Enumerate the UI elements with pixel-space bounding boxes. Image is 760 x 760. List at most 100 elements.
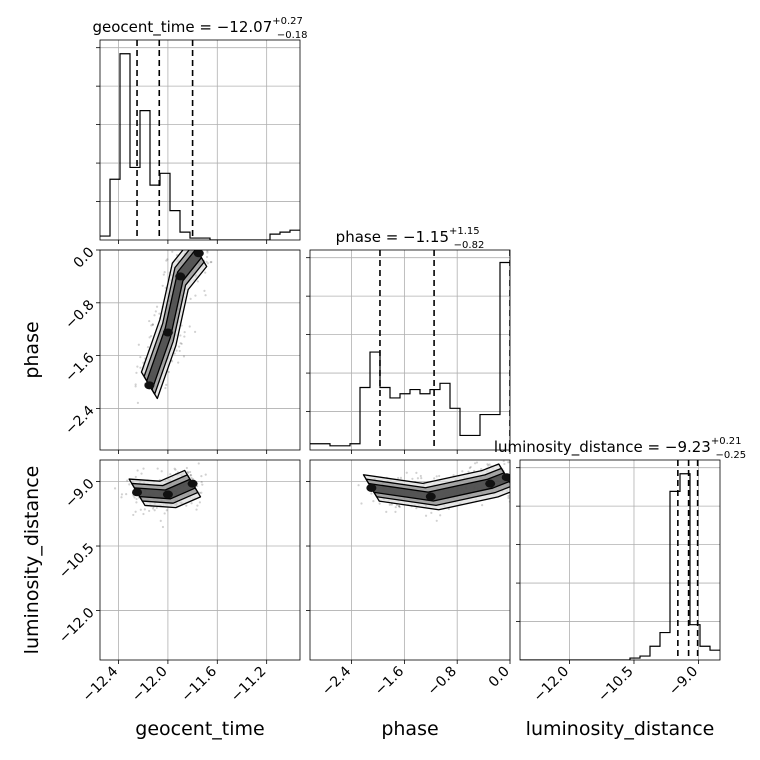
scatter-point [205,255,209,259]
x-tick-label: −2.4 [319,663,354,698]
scatter-point [161,525,165,529]
scatter-point [175,349,178,352]
scatter-point [193,330,197,333]
scatter-point [507,496,510,499]
scatter-point [173,352,176,355]
scatter-point [372,499,375,503]
scatter-point [204,271,207,274]
scatter-point [178,349,181,353]
title-minus: −0.18 [277,30,308,41]
density-peak [162,490,173,499]
density-peak [485,479,496,488]
scatter-point [398,505,401,509]
scatter-point [357,484,360,487]
scatter-point [196,504,199,507]
x-tick-label: −11.2 [228,664,270,706]
scatter-point [430,511,433,515]
scatter-point [203,241,205,243]
y-tick-label: −10.5 [56,540,98,582]
scatter-point [186,470,189,473]
contour-levels [140,250,208,400]
scatter-point [171,250,174,253]
scatter-point [139,356,142,359]
scatter-point [200,480,203,484]
hist-panel-geocent_time: geocent_time = −12.07+0.27 −0.18 [92,16,308,244]
scatter-point [469,465,472,469]
scatter-point [150,324,153,327]
scatter-point [475,461,479,464]
scatter-point [507,494,510,497]
scatter-point [503,462,506,466]
contour-levels [362,463,510,511]
scatter-point [514,463,516,465]
y-tick-label: −12.0 [56,605,98,647]
scatter-point [394,506,397,509]
scatter-point [480,468,483,471]
scatter-point [137,343,140,346]
scatter-point [206,262,210,265]
scatter-point [182,244,184,246]
title-plus: +1.15 [449,226,480,237]
scatter-point [148,509,151,513]
scatter-point [174,468,177,471]
scatter-point [155,305,159,308]
contour-panel-phase-luminosity_distance: −2.4 −1.6 −0.8 0.0 [306,459,516,699]
contour-levels [128,469,202,509]
scatter-point [189,473,193,477]
hist-panel-luminosity_distance: luminosity_distance = −9.23+0.21 −0.25−12… [494,436,746,705]
scatter-point [514,468,516,470]
scatter-point [165,383,168,386]
scatter-point [473,462,477,465]
grid [520,460,720,660]
scatter-point [197,462,200,465]
title-plus: +0.27 [272,16,303,27]
y-tick-label: −2.4 [62,403,97,438]
x-tick-label: −11.6 [178,663,220,705]
scatter-point [180,342,183,345]
scatter-point [433,477,436,480]
scatter-point [166,258,169,261]
scatter-point [199,246,201,248]
scatter-point [206,250,209,253]
density-peak [144,381,155,390]
scatter-point [188,470,192,474]
scatter-point [135,497,138,501]
scatter-point [206,251,209,254]
scatter-point [153,509,156,512]
scatter-point [189,474,192,477]
hist-panel-phase: phase = −1.15+1.15 −0.82 [306,226,511,454]
scatter-point [378,502,381,505]
scatter-point [200,475,203,478]
scatter-point [163,270,166,274]
scatter-point [151,323,154,326]
x-tick-label: −10.5 [595,664,637,706]
scatter-point [190,502,193,505]
x-axis-label-phase: phase [381,718,438,740]
y-axis-label-phase: phase [21,321,43,378]
y-tick-label: −9.0 [62,476,97,511]
scatter-point [198,241,200,243]
scatter-point [160,470,163,473]
scatter-point [162,273,165,276]
scatter-point [196,280,199,283]
scatter-point [180,324,183,327]
density-peak [187,479,198,488]
density-peak [193,250,204,258]
scatter-point [200,491,203,494]
scatter-point [139,366,142,369]
scatter-point [487,464,490,467]
scatter-point [178,345,181,348]
scatter-point [385,510,388,513]
scatter-point [146,346,150,349]
scatter-point [134,383,137,386]
panel-frame [99,249,301,451]
scatter-point [481,504,484,507]
scatter-point [438,474,441,478]
scatter-point [405,471,408,474]
x-axis-label-geocent_time: geocent_time [135,718,264,740]
scatter-point [142,512,145,516]
density-peak [366,483,377,492]
y-tick-label: −1.6 [62,350,97,385]
scatter-point [135,371,138,374]
scatter-point [151,507,155,510]
